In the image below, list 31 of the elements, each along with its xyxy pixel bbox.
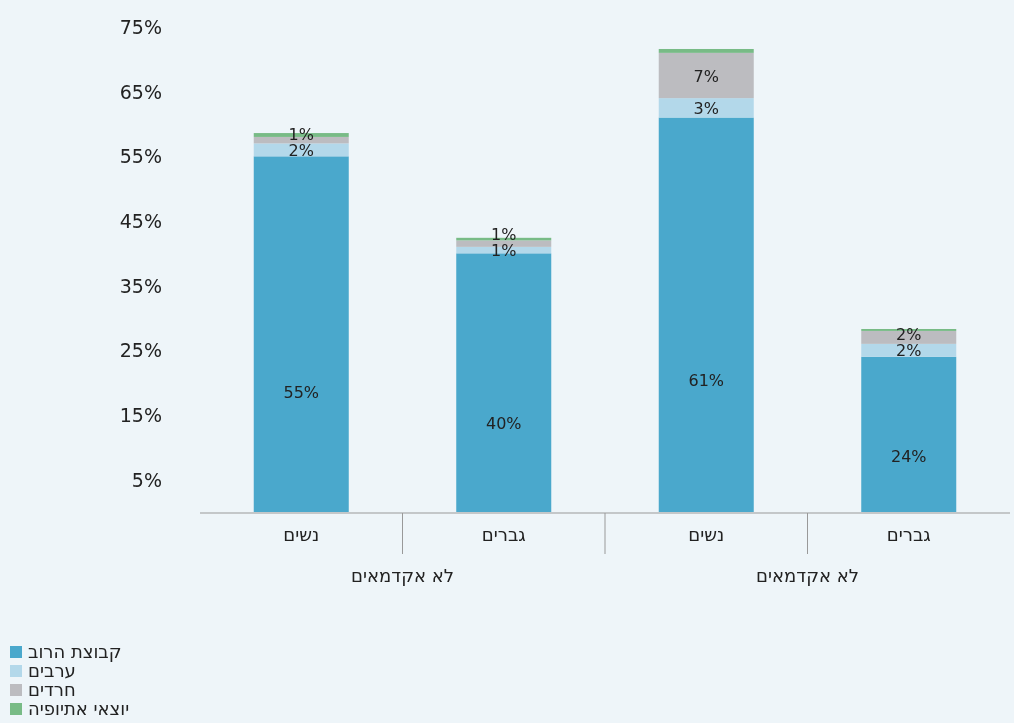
y-tick-label: 25%: [119, 339, 162, 362]
data-label: 7%: [693, 66, 719, 86]
bar: [658, 48, 754, 53]
x-tick-label: גברים: [886, 524, 931, 545]
y-tick-label: 35%: [119, 274, 162, 297]
x-tick-label: גברים: [481, 524, 526, 545]
data-label: 40%: [485, 414, 522, 434]
bar: [658, 52, 754, 99]
bar: [658, 117, 754, 512]
text: לא אקדמאים: [756, 565, 859, 586]
data-label: 61%: [688, 370, 725, 390]
text: לא אקדמאים: [351, 565, 454, 586]
legend-label: חרדים: [28, 679, 76, 700]
x-tick-label: נשים: [688, 524, 725, 545]
data-label: 55%: [283, 383, 320, 403]
bar: [253, 156, 349, 512]
y-tick-label: 5%: [131, 468, 162, 491]
bar: [861, 356, 957, 512]
bar: [658, 98, 754, 118]
data-label: 24%: [890, 447, 927, 467]
legend-label: יוצאי אתיופיה: [28, 698, 130, 719]
y-tick-label: 75%: [119, 16, 162, 38]
data-label: 3%: [693, 98, 719, 118]
y-tick-label: 65%: [119, 80, 162, 103]
y-tick-label: 45%: [119, 210, 162, 232]
legend-label: קבוצת הרוב: [28, 641, 122, 662]
x-tick-label: נשים: [283, 524, 320, 545]
y-tick-label: 15%: [119, 404, 162, 426]
bar: [861, 330, 957, 344]
legend-label: ערבים: [28, 660, 76, 681]
y-tick-label: 55%: [119, 145, 162, 168]
